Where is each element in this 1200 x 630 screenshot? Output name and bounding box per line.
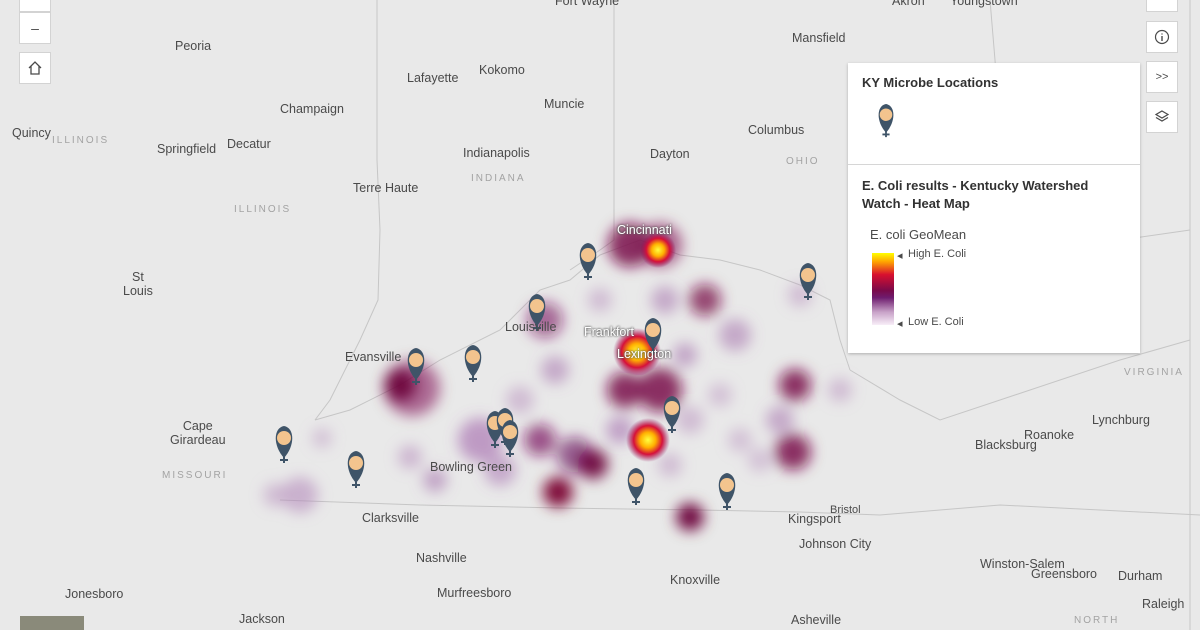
city-label-terre-haute: Terre Haute — [353, 181, 419, 195]
region-label-illinois-2: ILLINOIS — [234, 204, 292, 215]
city-label-winston-salem: Winston-Salem — [980, 557, 1065, 571]
city-label-akron: Akron — [892, 0, 925, 8]
region-label-ohio: OHIO — [786, 156, 820, 167]
city-label-columbus: Columbus — [748, 123, 805, 137]
heat-map-layer — [263, 223, 852, 531]
city-label-jackson: Jackson — [239, 612, 285, 626]
legend-field-name: E. coli GeoMean — [870, 227, 967, 242]
location-pin — [626, 467, 646, 506]
region-label-missouri: MISSOURI — [162, 470, 228, 481]
location-pin-icon — [878, 104, 894, 138]
city-label-quincy: Quincy — [12, 126, 51, 140]
region-label-virginia: VIRGINIA — [1124, 367, 1184, 378]
location-pin — [578, 242, 598, 281]
city-label-cape-girardeau: Cape Girardeau — [170, 419, 226, 447]
zoom-in-button[interactable]: + — [19, 0, 51, 12]
city-label-bowling-green: Bowling Green — [430, 460, 512, 474]
legend-low-marker: ◂ — [897, 318, 903, 330]
city-label-mansfield: Mansfield — [792, 31, 846, 45]
zoom-out-button[interactable]: – — [19, 12, 51, 44]
city-label-nashville: Nashville — [416, 551, 467, 565]
legend-layer2-title-line1: E. Coli results - Kentucky Watershed — [862, 178, 1089, 193]
city-label-murfreesboro: Murfreesboro — [437, 586, 512, 600]
legend-high-marker: ◂ — [897, 250, 903, 262]
location-pin — [500, 419, 520, 458]
city-label-muncie: Muncie — [544, 97, 585, 111]
region-label-indiana: INDIANA — [471, 173, 526, 184]
layers-button[interactable] — [1146, 101, 1178, 133]
city-label-lafayette: Lafayette — [407, 71, 459, 85]
legend-high-label: High E. Coli — [908, 248, 967, 260]
legend-layer2-title-line2: Watch - Heat Map — [862, 196, 970, 211]
legend-layer2-title: E. Coli results - Kentucky Watershed Wat… — [862, 177, 1088, 213]
region-label-illinois: ILLINOIS — [52, 135, 110, 146]
legend-low-label: Low E. Coli — [908, 316, 964, 328]
city-label-blacksburg: Blacksburg — [975, 438, 1037, 452]
top-right-button[interactable] — [1146, 0, 1178, 12]
city-label-indianapolis: Indianapolis — [463, 146, 530, 160]
city-label-fort-wayne: Fort Wayne — [555, 0, 620, 8]
city-label-asheville: Asheville — [791, 613, 842, 627]
city-label-cincinnati: Cincinnati — [617, 223, 672, 237]
legend-layer1-title: KY Microbe Locations — [862, 75, 999, 90]
expand-legend-button[interactable]: >> — [1146, 61, 1178, 93]
home-button[interactable] — [19, 52, 51, 84]
info-button[interactable] — [1146, 21, 1178, 53]
city-label-lynchburg: Lynchburg — [1092, 413, 1150, 427]
legend-panel: KY Microbe Locations E. Coli results - K… — [848, 63, 1140, 353]
location-pin — [346, 450, 366, 489]
legend-divider — [848, 164, 1140, 165]
city-label-kingsport: Kingsport — [788, 512, 841, 526]
city-label-louisville: Louisville — [505, 320, 557, 334]
location-pin — [662, 395, 682, 434]
city-label-johnson-city: Johnson City — [799, 537, 872, 551]
city-label-knoxville: Knoxville — [670, 573, 721, 587]
city-label-jonesboro: Jonesboro — [65, 587, 124, 601]
home-icon — [28, 61, 42, 75]
location-pin — [274, 425, 294, 464]
basemap-thumbnail[interactable] — [20, 616, 84, 630]
city-label-lexington: Lexington — [617, 347, 672, 361]
city-label-springfield: Springfield — [157, 142, 217, 156]
city-label-dayton: Dayton — [650, 147, 690, 161]
city-label-raleigh: Raleigh — [1142, 597, 1185, 611]
city-label-peoria: Peoria — [175, 39, 212, 53]
region-label-north: NORTH — [1074, 615, 1120, 626]
heat-color-ramp — [872, 253, 894, 325]
location-pin — [463, 344, 483, 383]
info-icon — [1154, 29, 1170, 45]
city-label-greensboro: Greensboro — [1031, 567, 1098, 581]
city-label-decatur: Decatur — [227, 137, 271, 151]
city-label-bristol: Bristol — [830, 504, 861, 516]
city-label-champaign: Champaign — [280, 102, 344, 116]
city-label-youngstown: Youngstown — [950, 0, 1018, 8]
city-label-durham: Durham — [1118, 569, 1163, 583]
city-label-frankfort: Frankfort — [584, 325, 635, 339]
layers-icon — [1154, 110, 1170, 122]
city-label-clarksville: Clarksville — [362, 511, 419, 525]
city-label-kokomo: Kokomo — [479, 63, 525, 77]
city-label-evansville: Evansville — [345, 350, 402, 364]
city-label-st-louis: St Louis — [123, 270, 153, 298]
city-label-roanoke: Roanoke — [1024, 428, 1075, 442]
location-pin — [717, 472, 737, 511]
